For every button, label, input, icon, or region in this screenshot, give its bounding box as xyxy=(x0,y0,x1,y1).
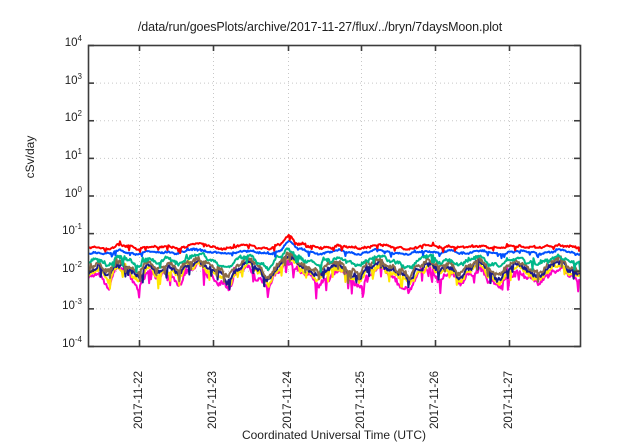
y-tick-label: 100 xyxy=(64,184,82,200)
page-title: /data/run/goesPlots/archive/2017-11-27/f… xyxy=(137,20,503,34)
x-tick-label: 2017-11-25 xyxy=(355,371,367,429)
y-tick-label: 102 xyxy=(64,109,82,125)
axis-ticks xyxy=(88,44,580,348)
y-tick-label: 10-4 xyxy=(62,335,82,350)
x-tick-label: 2017-11-22 xyxy=(133,371,145,429)
y-tick-label: 10-2 xyxy=(62,259,82,275)
y-tick-label: 10-1 xyxy=(62,222,82,238)
x-tick-label: 2017-11-26 xyxy=(429,371,441,429)
x-tick-label: 2017-11-24 xyxy=(282,371,294,429)
data-series-layer xyxy=(88,233,580,300)
y-tick-label: 104 xyxy=(64,34,82,49)
data-line-series-yellow xyxy=(88,255,580,290)
data-line-series-navy xyxy=(88,253,580,291)
y-tick-label: 10-3 xyxy=(62,297,82,313)
x-tick-label: 2017-11-23 xyxy=(207,371,219,429)
axis-frame xyxy=(87,44,582,348)
grid-lines xyxy=(88,45,580,346)
data-line-series-green xyxy=(88,247,580,274)
x-axis-label: Coordinated Universal Time (UTC) xyxy=(241,428,427,442)
data-line-series-olive xyxy=(88,251,580,285)
y-axis-label: cSv/day xyxy=(23,135,37,179)
y-tick-label: 101 xyxy=(64,147,82,162)
x-tick-label: 2017-11-27 xyxy=(503,371,515,429)
y-tick-label: 103 xyxy=(64,71,82,87)
data-line-series-red xyxy=(88,233,580,255)
